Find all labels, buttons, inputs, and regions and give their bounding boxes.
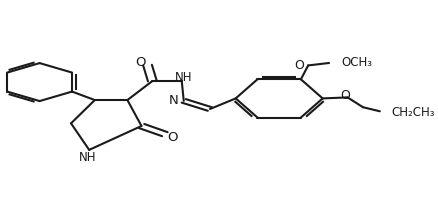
Text: CH₂CH₃: CH₂CH₃	[391, 105, 434, 118]
Text: NH: NH	[175, 71, 192, 84]
Text: N: N	[169, 94, 179, 107]
Text: O: O	[135, 55, 145, 68]
Text: O: O	[340, 89, 350, 102]
Text: NH: NH	[78, 150, 96, 163]
Text: OCH₃: OCH₃	[341, 56, 372, 69]
Text: O: O	[294, 59, 304, 72]
Text: O: O	[168, 130, 178, 143]
